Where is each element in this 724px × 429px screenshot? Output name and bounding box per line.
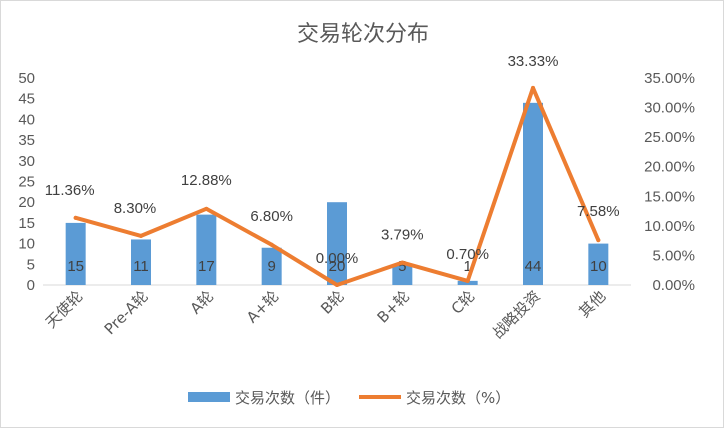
category-label: Pre-A轮 xyxy=(101,287,152,338)
category-label: 战略投资 xyxy=(489,287,544,342)
category-labels: 天使轮 Pre-A轮 A轮 A+轮 B轮 B+轮 C轮 战略投资 其他 xyxy=(42,287,609,342)
line-point xyxy=(139,233,143,238)
category-label: B轮 xyxy=(317,287,348,318)
bar xyxy=(588,243,609,285)
bar-data-label: 17 xyxy=(198,258,215,275)
line-point xyxy=(596,238,601,243)
bar-data-label: 11 xyxy=(133,258,149,275)
line-point xyxy=(73,215,78,220)
y-right-tick-label: 25.00% xyxy=(644,129,695,146)
line-point xyxy=(204,206,209,211)
line-data-label: 0.70% xyxy=(446,246,489,263)
y-right-tick-label: 15.00% xyxy=(644,188,695,205)
y-left-tick-label: 20 xyxy=(18,194,35,211)
category-label: A轮 xyxy=(187,287,218,318)
y-left-tick-label: 35 xyxy=(18,132,35,149)
bar xyxy=(196,214,217,285)
bar xyxy=(131,239,151,285)
category-label: 天使轮 xyxy=(42,287,87,332)
category-label: A+轮 xyxy=(243,287,282,326)
legend: 交易次数（件） 交易次数（%） xyxy=(188,389,510,407)
line-data-label: 6.80% xyxy=(250,208,293,225)
line-data-label: 0.00% xyxy=(316,250,359,267)
bar xyxy=(523,102,543,285)
line-point xyxy=(531,85,535,90)
y-left-tick-label: 45 xyxy=(18,91,35,108)
y-left-tick-label: 40 xyxy=(18,111,35,128)
y-right-tick-label: 5.00% xyxy=(652,247,695,264)
legend-bar-swatch xyxy=(188,392,230,402)
line-data-label: 3.79% xyxy=(381,227,424,244)
line-point xyxy=(465,278,470,283)
line-point xyxy=(400,260,405,265)
line-data-labels: 11.36% 8.30% 12.88% 6.80% 0.00% 3.79% 0.70% 33.… xyxy=(45,53,620,267)
y-right-tick-label: 30.00% xyxy=(644,100,695,117)
line-data-label: 33.33% xyxy=(508,53,559,70)
bar-data-label: 10 xyxy=(590,258,607,275)
line-series xyxy=(73,85,601,287)
y-left-tick-label: 10 xyxy=(18,236,35,253)
line-point xyxy=(335,283,339,287)
category-label: C轮 xyxy=(448,287,479,318)
line-data-label: 7.58% xyxy=(577,203,620,220)
bar xyxy=(327,202,347,285)
y-right-tick-label: 0.00% xyxy=(652,277,695,294)
line-data-label: 11.36% xyxy=(45,182,95,199)
category-label: 其他 xyxy=(575,287,609,321)
bar-data-label: 9 xyxy=(267,258,275,275)
bar-data-label: 1 xyxy=(463,258,471,275)
y-left-tick-label: 15 xyxy=(18,215,35,232)
y-left-tick-label: 5 xyxy=(27,256,35,273)
bar-series xyxy=(65,102,609,285)
axes: 051015202530354045500.00%5.00%10.00%15.0… xyxy=(18,70,695,294)
chart-title: 交易轮次分布 xyxy=(297,22,429,47)
line-data-label: 12.88% xyxy=(181,172,232,189)
bar xyxy=(457,280,478,285)
y-left-tick-label: 0 xyxy=(27,277,35,294)
legend-line-label: 交易次数（%） xyxy=(406,389,510,407)
y-left-tick-label: 50 xyxy=(18,70,35,87)
category-label: B+轮 xyxy=(374,287,413,326)
line-data-label: 8.30% xyxy=(114,200,157,217)
bar xyxy=(261,247,282,285)
bar-data-label: 5 xyxy=(398,258,406,275)
bar-data-label: 20 xyxy=(329,258,346,275)
y-left-tick-label: 30 xyxy=(18,153,35,170)
y-right-tick-label: 10.00% xyxy=(644,218,695,235)
y-right-tick-label: 35.00% xyxy=(644,70,695,87)
y-right-tick-label: 20.00% xyxy=(644,159,695,176)
bar xyxy=(392,264,413,285)
bar-data-label: 44 xyxy=(525,258,542,275)
bar-data-label: 15 xyxy=(67,258,84,275)
y-left-tick-label: 25 xyxy=(18,174,35,191)
bar-data-labels: 15 11 17 9 20 5 1 44 10 xyxy=(67,258,606,275)
line-point xyxy=(269,242,274,247)
legend-bar-label: 交易次数（件） xyxy=(235,389,340,407)
bar xyxy=(65,222,86,285)
